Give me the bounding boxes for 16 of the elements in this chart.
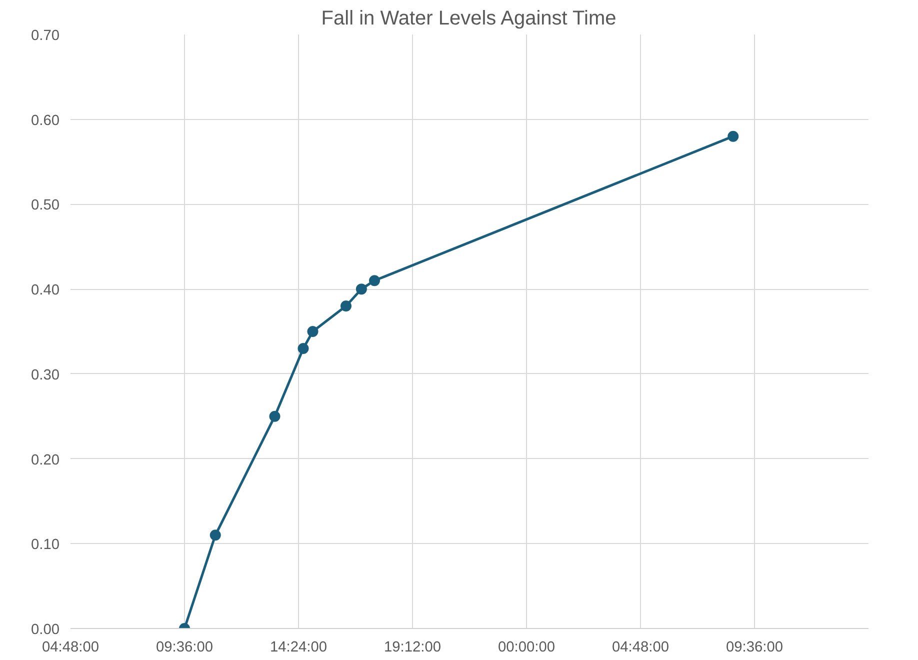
x-tick-label: 00:00:00 <box>498 640 556 656</box>
x-tick-label: 04:48:00 <box>612 640 670 656</box>
x-tick-label: 14:24:00 <box>270 640 328 656</box>
y-tick-label: 0.50 <box>30 198 60 214</box>
x-tick-label: 04:48:00 <box>42 640 100 656</box>
y-tick-label: 0.30 <box>30 367 60 384</box>
chart-title: Fall in Water Levels Against Time <box>321 8 616 30</box>
y-tick-label: 0.20 <box>30 452 60 468</box>
x-tick-label: 09:36:00 <box>726 640 784 656</box>
y-tick-label: 0.70 <box>30 28 60 44</box>
x-tick-label: 09:36:00 <box>156 640 214 656</box>
y-tick-label: 0.40 <box>30 282 60 299</box>
x-tick-label: 19:12:00 <box>384 640 442 656</box>
y-tick-label: 0.60 <box>30 112 60 129</box>
y-tick-label: 0.00 <box>30 622 60 638</box>
y-tick-label: 0.10 <box>30 537 60 554</box>
